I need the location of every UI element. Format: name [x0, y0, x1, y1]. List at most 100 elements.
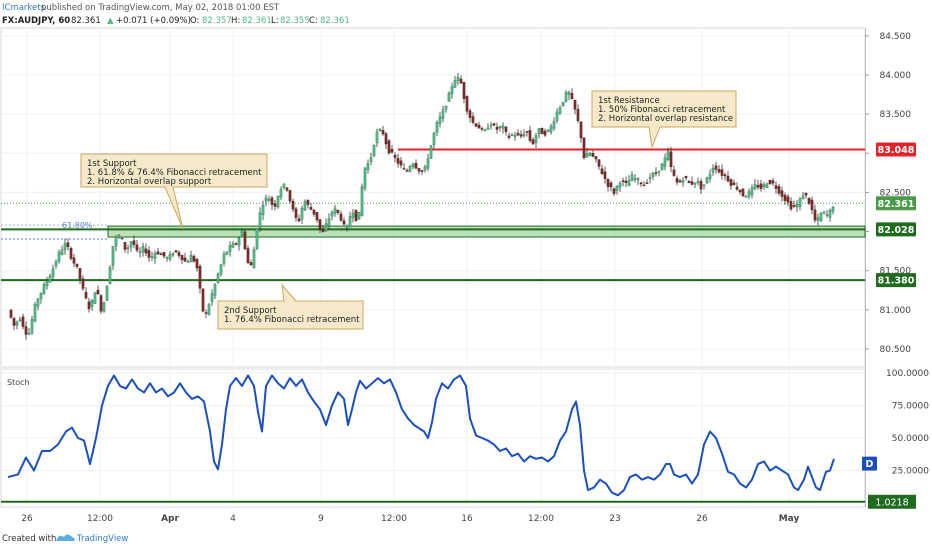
- candle-down: [354, 209, 358, 222]
- candle-down: [525, 131, 529, 133]
- candle-down: [726, 175, 730, 182]
- candle-down: [621, 180, 625, 182]
- current-price-badge-label: 82.361: [878, 199, 915, 210]
- price-tick-label: 81.500: [880, 267, 912, 277]
- candle-down: [201, 288, 205, 312]
- candle-up: [60, 249, 64, 255]
- candle-up: [426, 158, 430, 169]
- candle-up: [441, 109, 445, 119]
- candle-down: [531, 139, 535, 145]
- candle-down: [804, 192, 808, 196]
- candle-up: [207, 304, 211, 316]
- candle-down: [420, 170, 424, 172]
- candle-up: [555, 111, 559, 121]
- price-pane[interactable]: [0, 27, 866, 368]
- candle-down: [183, 257, 187, 262]
- candle-up: [264, 197, 268, 202]
- symbol-label[interactable]: FX:AUDJPY, 60: [2, 16, 70, 26]
- candle-up: [42, 284, 46, 294]
- candle-up: [276, 196, 280, 208]
- time-tick-label: May: [779, 514, 800, 524]
- publisher-name[interactable]: ICmarkets: [2, 3, 46, 13]
- support-note-line3: 2. Horizontal overlap support: [87, 177, 212, 187]
- time-tick-label: Apr: [161, 514, 179, 524]
- resistance-note-line1: 1st Resistance: [598, 96, 660, 106]
- high-value: 82.361: [242, 16, 272, 26]
- candle-down: [786, 196, 790, 203]
- candle-down: [294, 208, 298, 218]
- candle-up: [189, 255, 193, 263]
- candle-down: [297, 218, 301, 222]
- candle-up: [18, 319, 22, 322]
- candle-down: [396, 157, 400, 164]
- candle-up: [558, 107, 562, 114]
- support-2-badge-label: 81.380: [878, 276, 915, 287]
- candle-down: [477, 124, 481, 129]
- support-note-line2: 1. 61.8% & 76.4% Fibonacci retracement: [87, 168, 262, 178]
- candle-up: [30, 319, 34, 334]
- candle-up: [171, 253, 175, 256]
- header: ICmarkets published on TradingView.com, …: [2, 3, 350, 26]
- candle-down: [132, 240, 136, 245]
- candle-up: [666, 151, 670, 161]
- levels-layer: [1, 148, 865, 282]
- resistance-note[interactable]: 1st Resistance 1. 50% Fibonacci retracem…: [591, 90, 737, 149]
- candle-down: [639, 182, 643, 185]
- candle-down: [480, 128, 484, 130]
- candle-down: [462, 82, 466, 99]
- created-with-text: Created with: [2, 534, 56, 544]
- candle-down: [720, 169, 724, 176]
- candle-up: [510, 134, 514, 136]
- candle-up: [618, 182, 622, 188]
- candle-down: [672, 169, 676, 176]
- candle-up: [660, 163, 664, 171]
- candle-down: [597, 159, 601, 167]
- candle-up: [351, 212, 355, 218]
- candle-down: [291, 200, 295, 210]
- candle-up: [213, 283, 217, 296]
- candle-down: [675, 178, 679, 183]
- axis-badges: 83.048 82.028 81.380 82.361 1.0218 D: [862, 142, 916, 509]
- candle-up: [327, 218, 331, 227]
- candle-up: [168, 254, 172, 260]
- candle-down: [732, 182, 736, 186]
- resistance-note-line2: 1. 50% Fibonacci retracement: [598, 105, 726, 115]
- candle-up: [33, 303, 37, 322]
- support2-note[interactable]: 2nd Support 1. 76.4% Fibonacci retraceme…: [217, 283, 364, 330]
- price-change: +0.071 (+0.09%): [116, 16, 191, 26]
- candle-down: [600, 168, 604, 175]
- candle-down: [768, 179, 772, 184]
- candle-up: [93, 292, 97, 304]
- tradingview-brand[interactable]: TradingView: [76, 534, 128, 544]
- candle-down: [576, 109, 580, 122]
- price-axis[interactable]: [865, 28, 931, 507]
- candle-down: [717, 169, 721, 173]
- candle-down: [771, 180, 775, 184]
- candle-down: [195, 258, 199, 269]
- candle-down: [642, 184, 646, 187]
- d-badge-label: D: [866, 459, 874, 470]
- candle-up: [489, 124, 493, 127]
- candle-up: [279, 188, 283, 198]
- candle-up: [111, 246, 115, 266]
- candle-down: [807, 197, 811, 204]
- resistance-note-line3: 2. Horizontal overlap resistance: [598, 114, 733, 124]
- candle-up: [630, 174, 634, 182]
- candle-down: [684, 175, 688, 179]
- candle-down: [12, 317, 16, 326]
- candle-up: [648, 177, 652, 179]
- candle-up: [240, 230, 244, 237]
- price-tick-label: 84.500: [880, 32, 912, 42]
- candle-down: [591, 153, 595, 157]
- candle-down: [147, 250, 151, 258]
- support-note[interactable]: 1st Support 1. 61.8% & 76.4% Fibonacci r…: [80, 153, 268, 230]
- time-tick-label: 12:00: [528, 514, 554, 524]
- candle-up: [303, 201, 307, 211]
- candle-down: [570, 93, 574, 100]
- candle-down: [774, 185, 778, 189]
- candle-up: [216, 273, 220, 283]
- stoch-tick-label: 75.0000: [892, 401, 929, 411]
- candle-down: [336, 209, 340, 213]
- candle-down: [504, 126, 508, 132]
